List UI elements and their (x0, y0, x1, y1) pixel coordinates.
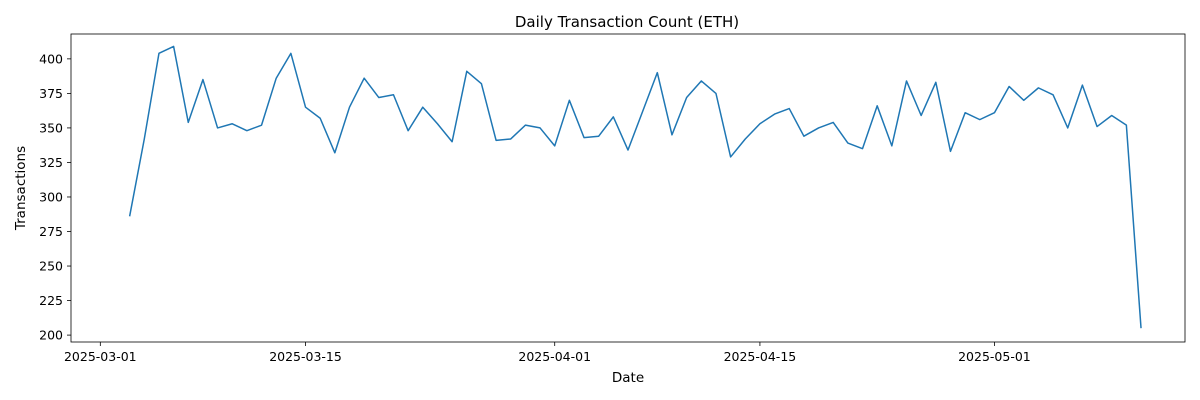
y-tick-label: 275 (39, 224, 63, 239)
y-tick-label: 200 (39, 328, 63, 343)
x-axis-ticks: 2025-03-01 2025-03-15 2025-04-01 2025-04-15… (64, 342, 1031, 364)
x-tick-label: 2025-03-15 (269, 349, 342, 364)
x-axis-title: Date (612, 370, 644, 386)
x-tick-label: 2025-05-01 (958, 349, 1031, 364)
y-tick-label: 250 (39, 259, 63, 274)
x-tick-label: 2025-03-01 (64, 349, 137, 364)
y-tick-label: 400 (39, 51, 63, 66)
x-tick-label: 2025-04-01 (518, 349, 591, 364)
y-tick-label: 375 (39, 86, 63, 101)
y-axis-title: Transactions (13, 146, 29, 231)
y-axis-ticks: 200 225 250 275 300 325 350 375 400 (39, 51, 71, 343)
x-tick-label: 2025-04-15 (724, 349, 797, 364)
chart-title: Daily Transaction Count (ETH) (515, 13, 739, 31)
y-tick-label: 350 (39, 120, 63, 135)
plot-frame (70, 33, 1186, 343)
y-tick-label: 225 (39, 293, 63, 308)
y-tick-label: 300 (39, 189, 63, 204)
series-line (128, 45, 1142, 329)
y-tick-label: 325 (39, 155, 63, 170)
